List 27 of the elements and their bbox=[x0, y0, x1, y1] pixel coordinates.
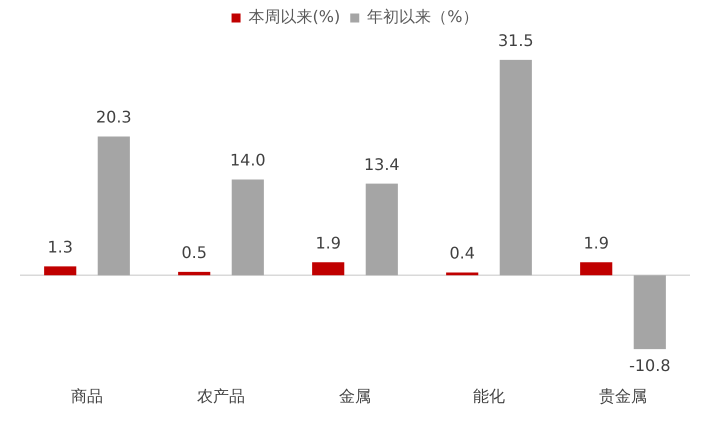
legend-label: 本周以来(%) bbox=[248, 7, 340, 26]
bar bbox=[500, 60, 532, 276]
data-label: 20.3 bbox=[96, 108, 132, 127]
data-label: -10.8 bbox=[629, 356, 671, 376]
x-tick-label: 金属 bbox=[339, 386, 371, 406]
x-tick-label: 贵金属 bbox=[599, 386, 647, 406]
data-label: 31.5 bbox=[498, 31, 534, 50]
x-tick-label: 商品 bbox=[71, 386, 103, 406]
legend-label: 年初以来（%） bbox=[367, 7, 478, 26]
bar bbox=[634, 275, 666, 350]
bar bbox=[580, 262, 612, 276]
data-label: 13.4 bbox=[364, 154, 400, 174]
bar bbox=[232, 180, 264, 276]
bar bbox=[44, 266, 76, 276]
data-label: 1.3 bbox=[47, 238, 73, 257]
data-label: 0.4 bbox=[449, 244, 475, 263]
data-label: 1.9 bbox=[583, 233, 609, 252]
bar bbox=[312, 262, 344, 276]
x-tick-label: 能化 bbox=[473, 386, 505, 406]
x-tick-label: 农产品 bbox=[197, 386, 245, 406]
bar bbox=[446, 272, 478, 276]
data-label: 0.5 bbox=[181, 243, 207, 262]
data-label: 14.0 bbox=[230, 150, 266, 170]
bar bbox=[98, 136, 130, 276]
bar bbox=[178, 272, 210, 276]
bar bbox=[366, 184, 398, 276]
data-label: 1.9 bbox=[315, 233, 341, 252]
